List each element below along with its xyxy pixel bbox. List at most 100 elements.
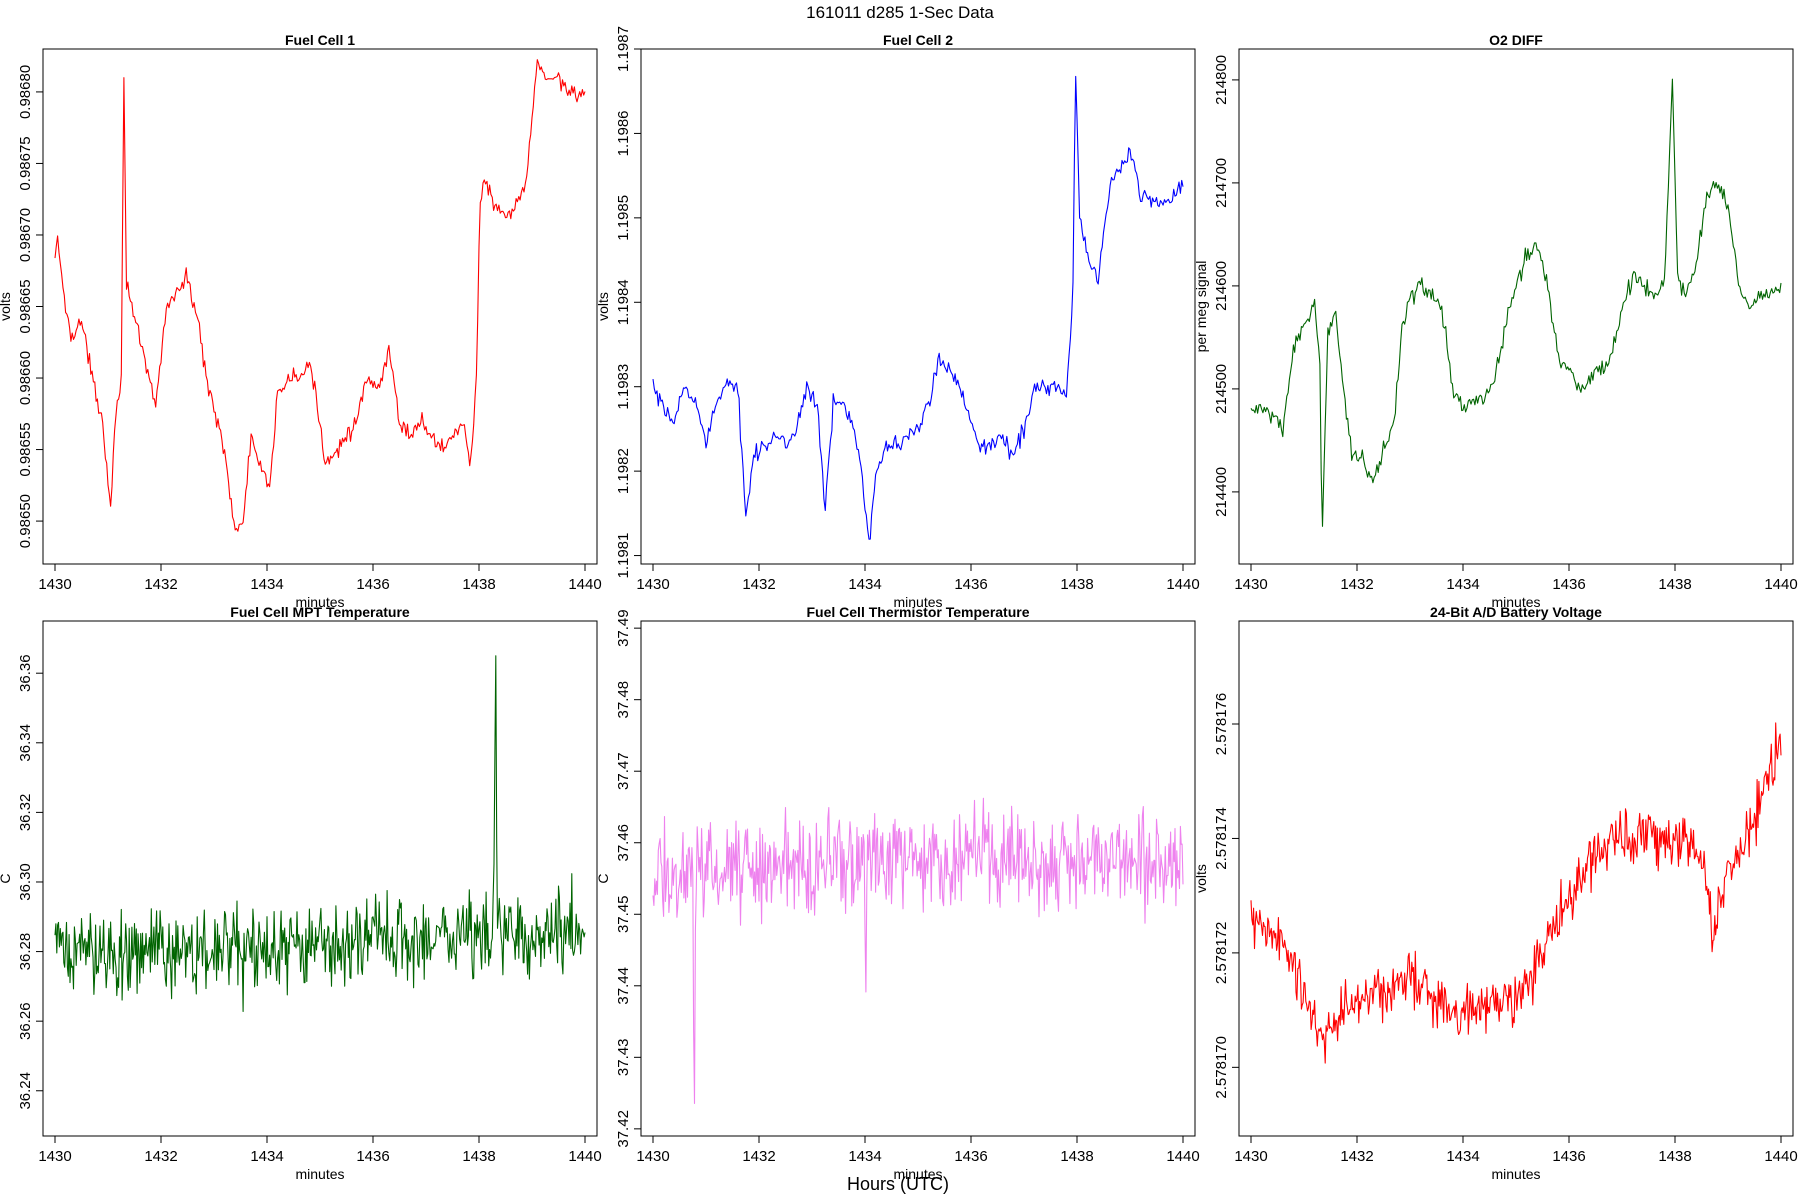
- panel-title: Fuel Cell Thermistor Temperature: [806, 604, 1029, 620]
- y-axis-label: C: [595, 873, 611, 883]
- x-tick-label: 1440: [1764, 576, 1797, 593]
- series-line-fuel-cell-1: [54, 59, 586, 532]
- y-tick-label: 2.578176: [1213, 693, 1230, 756]
- x-tick-label: 1434: [1446, 576, 1479, 593]
- y-tick-label: 0.98650: [17, 494, 34, 548]
- series-line-fuel-cell-2: [652, 75, 1184, 540]
- x-tick-label: 1438: [462, 1148, 495, 1165]
- x-axis-label: minutes: [893, 594, 942, 610]
- y-axis-label: per meg signal: [1193, 261, 1209, 353]
- y-tick-label: 37.48: [615, 681, 632, 719]
- x-tick-label: 1438: [1060, 1148, 1093, 1165]
- plot-frame: [42, 620, 598, 1137]
- y-tick-label: 0.98665: [17, 279, 34, 333]
- y-tick-label: 36.36: [17, 654, 34, 692]
- y-axis-label: C: [0, 873, 13, 883]
- y-tick-label: 214400: [1213, 467, 1230, 517]
- x-tick-label: 1430: [1234, 1148, 1267, 1165]
- y-axis-label: volts: [1193, 864, 1209, 893]
- y-tick-label: 36.30: [17, 863, 34, 901]
- y-tick-label: 1.1984: [615, 279, 632, 325]
- figure-title: 161011 d285 1-Sec Data: [806, 3, 994, 22]
- x-tick-label: 1432: [144, 576, 177, 593]
- x-tick-label: 1436: [356, 1148, 389, 1165]
- panel-fuel-cell-1: Fuel Cell 1 1430 1432 1434 1436 1438 1440 minut…: [0, 32, 602, 610]
- x-tick-label: 1438: [1060, 576, 1093, 593]
- panel-fuel-cell-mpt-temperature: Fuel Cell MPT Temperature 1430 1432 1434 143…: [0, 604, 602, 1182]
- panel-fuel-cell-2: Fuel Cell 2 1430 1432 1434 1436 1438 1440 minut…: [595, 26, 1200, 610]
- y-tick-label: 0.98660: [17, 351, 34, 405]
- series-line-o2-diff: [1250, 78, 1782, 527]
- y-tick-label: 37.43: [615, 1039, 632, 1077]
- y-tick-label: 214500: [1213, 364, 1230, 414]
- panel-fuel-cell-thermistor-temperature: Fuel Cell Thermistor Temperature 1430 1432…: [595, 604, 1200, 1182]
- plot-frame: [42, 48, 598, 565]
- x-tick-label: 1438: [462, 576, 495, 593]
- x-tick-label: 1440: [568, 576, 601, 593]
- y-tick-label: 0.98675: [17, 136, 34, 190]
- y-tick-label: 36.28: [17, 933, 34, 971]
- x-tick-label: 1430: [38, 1148, 71, 1165]
- x-tick-label: 1436: [1552, 576, 1585, 593]
- plot-frame: [640, 620, 1196, 1137]
- y-tick-label: 1.1987: [615, 26, 632, 72]
- y-tick-label: 214700: [1213, 158, 1230, 208]
- plot-frame: [1238, 48, 1794, 565]
- y-tick-label: 36.32: [17, 794, 34, 832]
- y-tick-label: 37.46: [615, 824, 632, 862]
- x-tick-label: 1434: [1446, 1148, 1479, 1165]
- y-axis-label: volts: [0, 292, 13, 321]
- x-tick-label: 1434: [250, 1148, 283, 1165]
- figure-xlabel: Hours (UTC): [847, 1174, 949, 1194]
- y-tick-label: 37.49: [615, 609, 632, 647]
- panel-battery-voltage: 24-Bit A/D Battery Voltage 1430 1432 1434 14…: [1193, 604, 1798, 1182]
- x-axis-label: minutes: [295, 594, 344, 610]
- x-tick-label: 1438: [1658, 576, 1691, 593]
- y-tick-label: 214600: [1213, 261, 1230, 311]
- y-tick-label: 37.44: [615, 967, 632, 1005]
- x-tick-label: 1434: [848, 576, 881, 593]
- y-tick-label: 37.47: [615, 752, 632, 790]
- y-axis-label: volts: [595, 292, 611, 321]
- series-line-fuel-cell-mpt-temperature: [54, 655, 586, 1013]
- x-tick-label: 1430: [636, 1148, 669, 1165]
- x-axis-label: minutes: [893, 1166, 942, 1182]
- x-axis-label: minutes: [1491, 594, 1540, 610]
- x-tick-label: 1434: [848, 1148, 881, 1165]
- panel-title: Fuel Cell 1: [285, 32, 355, 48]
- panel-title: 24-Bit A/D Battery Voltage: [1430, 604, 1602, 620]
- x-tick-label: 1432: [742, 1148, 775, 1165]
- x-tick-label: 1440: [1764, 1148, 1797, 1165]
- y-tick-label: 0.98655: [17, 422, 34, 476]
- series-line-24-bit-a-d-battery-voltage: [1250, 722, 1782, 1064]
- plot-frame: [640, 48, 1196, 565]
- panel-title: Fuel Cell MPT Temperature: [230, 604, 410, 620]
- y-tick-label: 36.26: [17, 1002, 34, 1040]
- x-tick-label: 1440: [1166, 1148, 1199, 1165]
- x-tick-label: 1436: [356, 576, 389, 593]
- y-tick-label: 1.1983: [615, 364, 632, 410]
- y-tick-label: 2.578172: [1213, 922, 1230, 985]
- x-tick-label: 1430: [38, 576, 71, 593]
- x-tick-label: 1432: [144, 1148, 177, 1165]
- x-tick-label: 1430: [636, 576, 669, 593]
- y-tick-label: 1.1985: [615, 195, 632, 241]
- x-tick-label: 1436: [954, 1148, 987, 1165]
- y-tick-label: 2.578170: [1213, 1036, 1230, 1099]
- x-tick-label: 1432: [1340, 576, 1373, 593]
- x-tick-label: 1430: [1234, 576, 1267, 593]
- y-tick-label: 1.1986: [615, 110, 632, 156]
- y-tick-label: 1.1982: [615, 448, 632, 494]
- x-tick-label: 1436: [954, 576, 987, 593]
- y-tick-label: 2.578174: [1213, 807, 1230, 870]
- y-tick-label: 37.45: [615, 895, 632, 933]
- panel-title: Fuel Cell 2: [883, 32, 953, 48]
- x-axis-label: minutes: [1491, 1166, 1540, 1182]
- x-tick-label: 1438: [1658, 1148, 1691, 1165]
- y-tick-label: 0.98680: [17, 65, 34, 119]
- x-tick-label: 1434: [250, 576, 283, 593]
- series-line-fuel-cell-thermistor-temperature: [652, 797, 1184, 1105]
- x-tick-label: 1436: [1552, 1148, 1585, 1165]
- y-tick-label: 37.42: [615, 1110, 632, 1148]
